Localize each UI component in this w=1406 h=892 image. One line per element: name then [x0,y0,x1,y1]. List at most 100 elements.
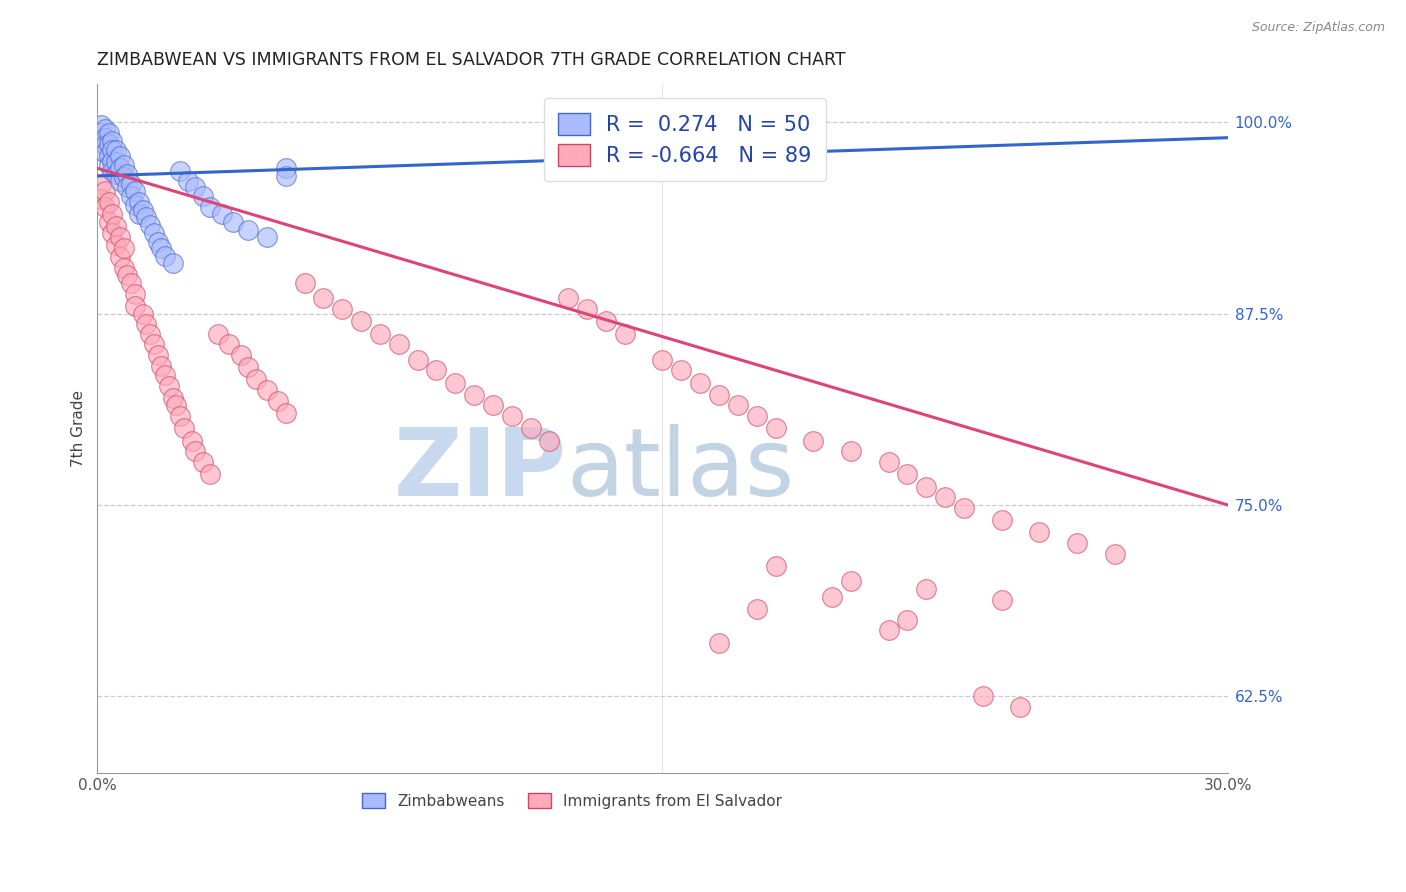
Point [915,582,938,596]
Point [112,158,135,172]
Point [191,455,214,469]
Point [124,184,146,198]
Point [1066,536,1088,550]
Point [117,168,139,182]
Point [312,291,335,305]
Point [112,170,135,185]
Point [112,241,135,255]
Point [101,143,124,157]
Point [200,200,222,214]
Y-axis label: 7th Grade: 7th Grade [72,390,86,467]
Point [538,434,561,448]
Point [211,207,233,221]
Point [97,194,120,209]
Point [990,592,1012,607]
Legend: Zimbabweans, Immigrants from El Salvador: Zimbabweans, Immigrants from El Salvador [356,787,787,814]
Point [94,146,117,161]
Point [108,173,131,187]
Point [1028,525,1050,540]
Point [501,409,523,424]
Point [117,179,139,194]
Point [200,467,222,482]
Point [101,153,124,168]
Point [765,421,787,435]
Point [184,444,207,458]
Point [191,189,214,203]
Point [90,177,112,191]
Point [557,291,579,305]
Point [245,372,267,386]
Point [120,189,142,203]
Point [350,314,373,328]
Point [218,337,240,351]
Point [150,241,173,255]
Point [97,149,120,163]
Point [727,399,749,413]
Point [482,399,505,413]
Point [150,359,173,373]
Text: ZIMBABWEAN VS IMMIGRANTS FROM EL SALVADOR 7TH GRADE CORRELATION CHART: ZIMBABWEAN VS IMMIGRANTS FROM EL SALVADO… [97,51,846,69]
Point [1104,547,1126,561]
Point [877,455,900,469]
Point [101,207,124,221]
Text: ZIP: ZIP [394,424,567,516]
Point [108,250,131,264]
Point [915,479,938,493]
Point [256,230,278,244]
Point [90,126,112,140]
Point [595,314,617,328]
Point [112,260,135,275]
Point [94,121,117,136]
Point [146,348,169,362]
Point [169,409,191,424]
Point [207,326,229,341]
Point [162,391,184,405]
Point [990,513,1012,527]
Point [131,202,153,217]
Point [117,268,139,283]
Point [105,168,128,182]
Point [274,161,297,176]
Point [839,574,862,589]
Point [101,164,124,178]
Point [94,138,117,153]
Point [236,222,259,236]
Point [90,192,112,206]
Point [135,211,157,225]
Point [94,200,117,214]
Point [444,376,467,390]
Point [105,155,128,169]
Point [839,444,862,458]
Point [105,143,128,157]
Point [166,399,188,413]
Point [157,378,180,392]
Point [576,301,599,316]
Point [128,207,150,221]
Point [97,126,120,140]
Point [463,388,485,402]
Point [131,307,153,321]
Point [671,363,693,377]
Point [94,184,117,198]
Point [142,226,165,240]
Point [745,602,768,616]
Point [274,169,297,183]
Point [142,337,165,351]
Point [229,348,252,362]
Point [877,624,900,638]
Point [222,215,245,229]
Point [139,326,162,341]
Point [765,559,787,574]
Point [128,194,150,209]
Point [173,421,195,435]
Point [1010,700,1032,714]
Point [162,256,184,270]
Point [108,230,131,244]
Point [94,130,117,145]
Point [267,393,290,408]
Point [613,326,636,341]
Point [105,219,128,234]
Point [97,136,120,151]
Point [953,501,976,516]
Point [180,434,202,448]
